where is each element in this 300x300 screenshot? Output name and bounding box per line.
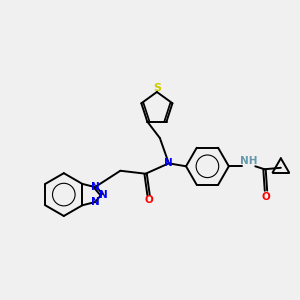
Text: NH: NH	[240, 156, 257, 166]
Text: N: N	[91, 182, 99, 192]
Text: N: N	[91, 197, 99, 207]
Text: S: S	[153, 83, 161, 93]
Text: N: N	[98, 190, 107, 200]
Text: O: O	[262, 192, 270, 202]
Text: O: O	[144, 196, 153, 206]
Text: N: N	[164, 158, 173, 168]
